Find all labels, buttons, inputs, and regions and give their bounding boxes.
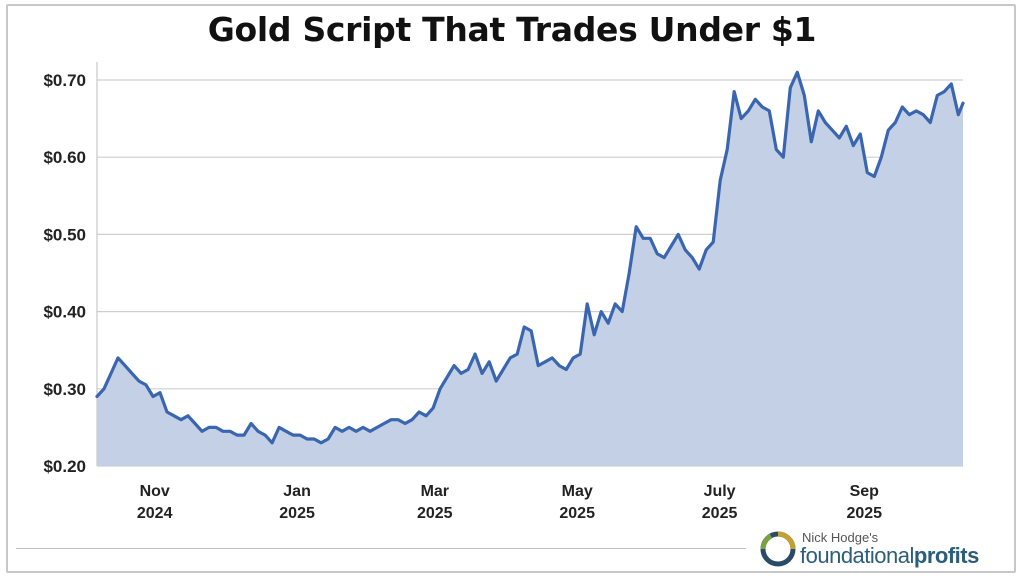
- x-tick-year: 2025: [417, 505, 453, 522]
- brand-word-regular: foundational: [800, 543, 914, 568]
- y-axis-ticks: $0.20 $0.30 $0.40 $0.50 $0.60 $0.70: [43, 71, 86, 476]
- x-axis-ticks: Nov 2024 Jan 2025 Mar 2025 May 2025 July 2025 Sep 2…: [137, 483, 882, 522]
- x-tick-year: 2025: [846, 505, 882, 522]
- price-series-line: [95, 70, 965, 445]
- y-tick-label: $0.20: [43, 457, 86, 476]
- y-tick-label: $0.40: [43, 303, 86, 322]
- chart-title: Gold Script That Trades Under $1: [207, 10, 817, 49]
- y-tick-label: $0.60: [43, 148, 86, 167]
- price-line: [95, 70, 965, 445]
- x-tick-year: 2025: [559, 505, 595, 522]
- x-tick-month: July: [704, 483, 736, 500]
- brand-logo-block: Nick Hodge's foundationalprofits: [760, 528, 1010, 572]
- brand-top-text: Nick Hodge's: [802, 530, 879, 545]
- price-area: [97, 72, 963, 467]
- x-tick-month: Nov: [140, 483, 170, 500]
- brand-bottom-text: foundationalprofits: [800, 543, 979, 569]
- price-area-fill: [97, 72, 963, 467]
- x-tick-month: Sep: [850, 483, 880, 500]
- x-tick-year: 2025: [279, 505, 315, 522]
- brand-word-bold: profits: [913, 543, 979, 568]
- y-tick-label: $0.50: [43, 225, 86, 244]
- x-tick-month: Mar: [421, 483, 449, 500]
- x-tick-month: Jan: [283, 483, 311, 500]
- footer-divider: [16, 548, 746, 549]
- x-tick-year: 2024: [137, 505, 173, 522]
- x-tick-year: 2025: [702, 505, 738, 522]
- foundational-profits-logo-icon: [760, 531, 796, 567]
- x-tick-month: May: [562, 483, 593, 500]
- y-tick-label: $0.70: [43, 71, 86, 90]
- y-tick-label: $0.30: [43, 380, 86, 399]
